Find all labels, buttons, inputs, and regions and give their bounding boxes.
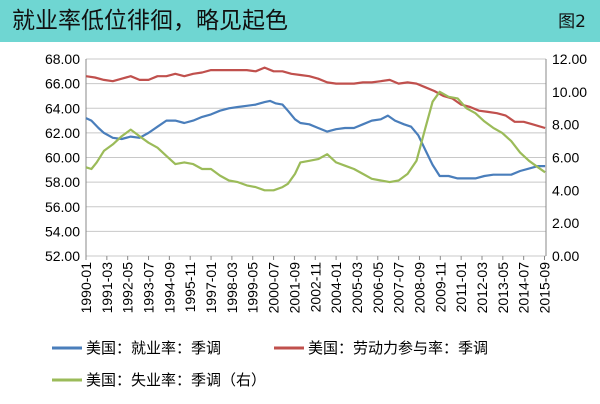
x-tick-label: 1991-03 xyxy=(99,262,115,314)
x-tick-label: 1992-05 xyxy=(120,262,136,314)
left-tick-label: 62.00 xyxy=(45,125,80,141)
x-tick-label: 1997-01 xyxy=(203,262,219,314)
x-tick-label: 1994-09 xyxy=(161,262,177,314)
x-tick-label: 2006-05 xyxy=(370,262,386,314)
x-tick-label: 2001-09 xyxy=(286,262,302,314)
right-tick-label: 8.00 xyxy=(552,117,579,133)
series-lines xyxy=(85,66,546,192)
legend-label-2: 美国：劳动力参与率：季调 xyxy=(308,339,488,357)
x-axis-ticks: 1990-01 1991-03 1992-05 1993-07 1994-09 1995-… xyxy=(78,256,553,313)
x-tick-label: 2007-07 xyxy=(391,262,407,314)
left-axis-ticks: 52.00 54.00 56.00 58.00 60.00 62.00 64.00 66.00… xyxy=(45,51,80,264)
x-tick-label: 2008-09 xyxy=(411,262,427,314)
left-tick-label: 58.00 xyxy=(45,174,80,190)
x-tick-label: 1995-11 xyxy=(182,262,198,313)
right-tick-label: 10.00 xyxy=(552,84,587,100)
legend-label-3: 美国：失业率：季调（右） xyxy=(86,371,266,389)
x-tick-label: 2004-01 xyxy=(328,262,344,314)
figure-label: 图2 xyxy=(558,12,586,32)
x-tick-label: 2014-07 xyxy=(516,262,532,314)
legend-label-1: 美国：就业率：季调 xyxy=(86,339,221,357)
right-axis-ticks: 0.00 2.00 4.00 6.00 8.00 10.00 12.00 xyxy=(552,51,587,264)
right-tick-label: 12.00 xyxy=(552,51,587,67)
left-tick-label: 52.00 xyxy=(45,248,80,264)
left-tick-label: 54.00 xyxy=(45,223,80,239)
gridlines xyxy=(85,58,547,257)
right-tick-label: 4.00 xyxy=(552,182,579,198)
x-tick-label: 1993-07 xyxy=(141,262,157,314)
x-tick-label: 2011-01 xyxy=(453,262,469,313)
chart-title: 就业率低位徘徊，略见起色 xyxy=(12,8,288,34)
left-tick-label: 60.00 xyxy=(45,150,80,166)
right-tick-label: 2.00 xyxy=(552,215,579,231)
x-tick-label: 2005-03 xyxy=(349,262,365,314)
x-tick-label: 2002-11 xyxy=(307,262,323,313)
header-bar: 就业率低位徘徊，略见起色 图2 xyxy=(0,0,600,42)
series-line-1 xyxy=(85,99,546,180)
x-tick-label: 2012-03 xyxy=(474,262,490,314)
right-tick-label: 0.00 xyxy=(552,248,579,264)
series-line-3 xyxy=(85,90,546,192)
x-tick-label: 2000-07 xyxy=(266,262,282,314)
x-tick-label: 1990-01 xyxy=(78,262,94,314)
series-line-2 xyxy=(85,66,546,130)
x-tick-label: 2013-05 xyxy=(495,262,511,314)
x-tick-label: 2009-11 xyxy=(432,262,448,313)
right-tick-label: 6.00 xyxy=(552,150,579,166)
left-tick-label: 68.00 xyxy=(45,51,80,67)
x-tick-label: 1999-05 xyxy=(245,262,261,314)
x-tick-label: 1998-03 xyxy=(224,262,240,314)
left-tick-label: 56.00 xyxy=(45,199,80,215)
x-tick-label: 2015-09 xyxy=(537,262,553,314)
left-tick-label: 66.00 xyxy=(45,76,80,92)
left-tick-label: 64.00 xyxy=(45,100,80,116)
